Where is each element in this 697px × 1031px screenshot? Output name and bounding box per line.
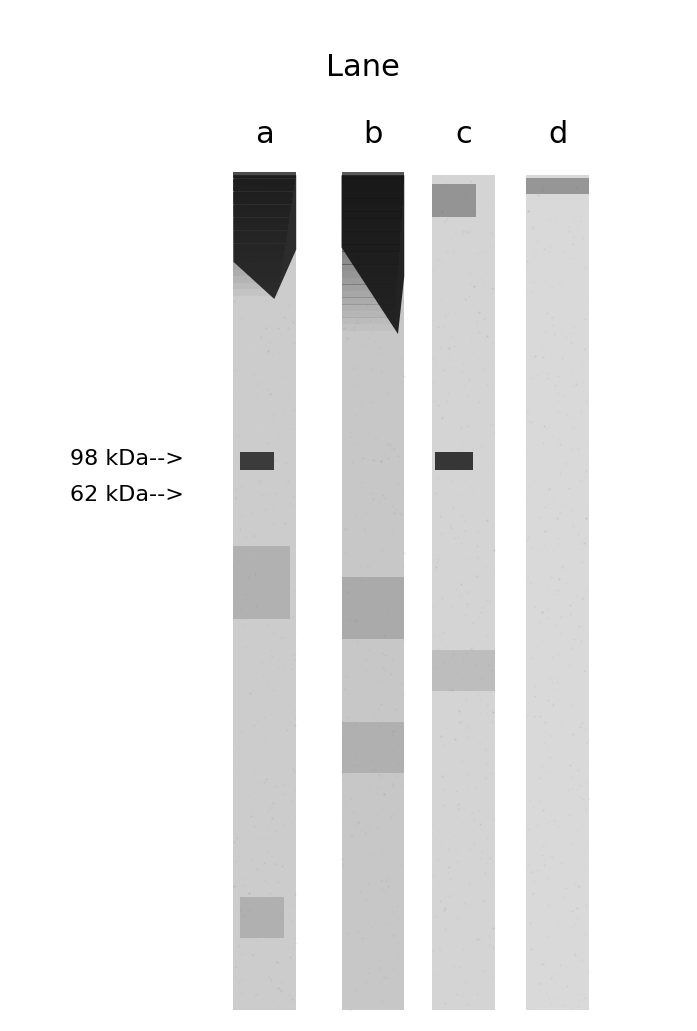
Text: Lane: Lane	[325, 54, 399, 82]
FancyBboxPatch shape	[233, 282, 279, 289]
FancyBboxPatch shape	[233, 172, 296, 178]
FancyBboxPatch shape	[342, 318, 395, 325]
FancyBboxPatch shape	[233, 243, 285, 250]
FancyBboxPatch shape	[432, 175, 495, 1010]
FancyBboxPatch shape	[342, 244, 399, 252]
FancyBboxPatch shape	[233, 231, 287, 237]
Polygon shape	[233, 175, 296, 299]
FancyBboxPatch shape	[342, 258, 399, 265]
FancyBboxPatch shape	[342, 291, 397, 298]
FancyBboxPatch shape	[342, 252, 399, 259]
FancyBboxPatch shape	[233, 546, 290, 619]
FancyBboxPatch shape	[233, 178, 296, 185]
FancyBboxPatch shape	[240, 897, 284, 938]
Text: b: b	[363, 121, 383, 149]
FancyBboxPatch shape	[342, 277, 397, 285]
FancyBboxPatch shape	[342, 310, 395, 318]
FancyBboxPatch shape	[233, 276, 280, 282]
FancyBboxPatch shape	[233, 186, 294, 192]
FancyBboxPatch shape	[342, 171, 404, 179]
FancyBboxPatch shape	[526, 175, 589, 1010]
FancyBboxPatch shape	[342, 722, 404, 773]
FancyBboxPatch shape	[342, 225, 401, 232]
FancyBboxPatch shape	[342, 192, 403, 199]
FancyBboxPatch shape	[342, 577, 404, 639]
FancyBboxPatch shape	[526, 178, 589, 194]
FancyBboxPatch shape	[432, 184, 476, 217]
FancyBboxPatch shape	[233, 251, 284, 257]
FancyBboxPatch shape	[233, 198, 292, 204]
FancyBboxPatch shape	[342, 205, 402, 212]
FancyBboxPatch shape	[342, 175, 404, 1010]
FancyBboxPatch shape	[342, 198, 403, 205]
Text: d: d	[548, 121, 567, 149]
Text: 62 kDa-->: 62 kDa-->	[70, 485, 183, 505]
FancyBboxPatch shape	[233, 270, 282, 276]
Text: 98 kDa-->: 98 kDa-->	[70, 448, 183, 469]
FancyBboxPatch shape	[342, 211, 401, 219]
Polygon shape	[342, 175, 404, 334]
FancyBboxPatch shape	[342, 264, 398, 271]
FancyBboxPatch shape	[342, 231, 400, 238]
FancyBboxPatch shape	[342, 285, 397, 292]
FancyBboxPatch shape	[233, 218, 289, 224]
FancyBboxPatch shape	[233, 205, 291, 211]
FancyBboxPatch shape	[435, 452, 473, 470]
FancyBboxPatch shape	[233, 225, 289, 231]
FancyBboxPatch shape	[342, 304, 396, 311]
FancyBboxPatch shape	[342, 185, 404, 192]
FancyBboxPatch shape	[233, 175, 296, 1010]
FancyBboxPatch shape	[342, 218, 401, 225]
FancyBboxPatch shape	[432, 650, 495, 691]
FancyBboxPatch shape	[233, 192, 293, 198]
FancyBboxPatch shape	[233, 237, 286, 243]
FancyBboxPatch shape	[342, 297, 396, 304]
FancyBboxPatch shape	[233, 257, 284, 263]
FancyBboxPatch shape	[342, 238, 400, 245]
FancyBboxPatch shape	[233, 211, 290, 218]
Text: a: a	[256, 121, 274, 149]
FancyBboxPatch shape	[233, 263, 282, 269]
FancyBboxPatch shape	[342, 178, 404, 186]
FancyBboxPatch shape	[342, 271, 398, 278]
FancyBboxPatch shape	[240, 452, 275, 470]
Text: c: c	[455, 121, 472, 149]
